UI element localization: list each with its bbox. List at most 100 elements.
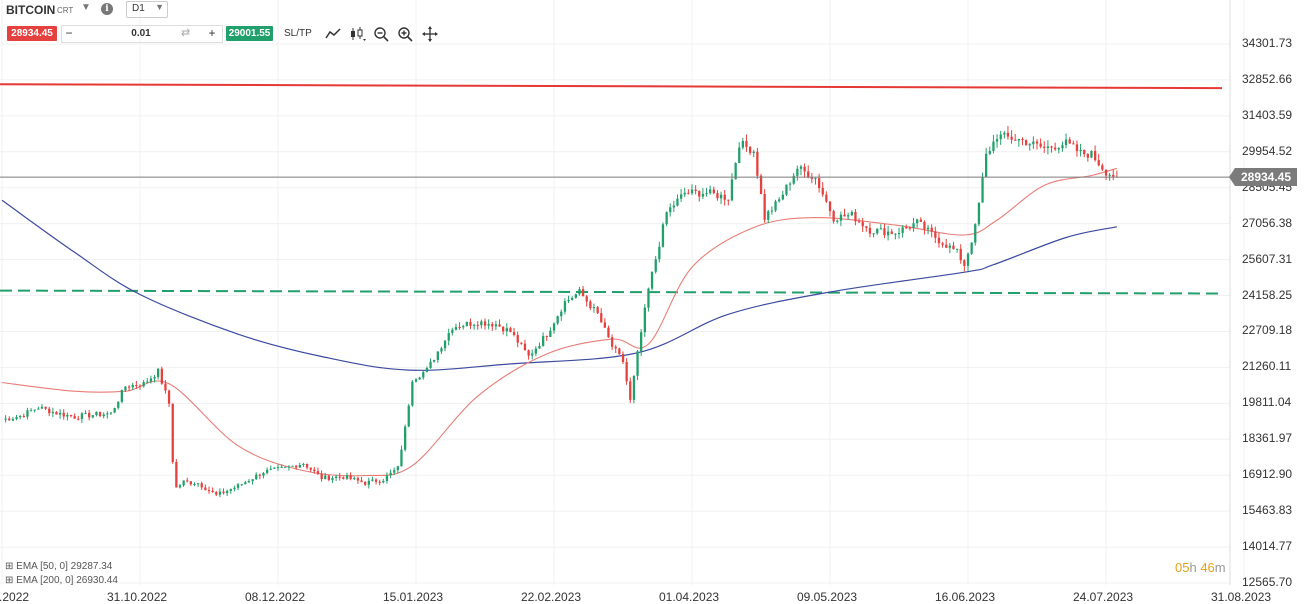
candle-body xyxy=(138,385,142,387)
candle xyxy=(505,323,508,337)
candle-body xyxy=(1010,136,1013,140)
candle-body xyxy=(578,289,581,295)
candle xyxy=(567,295,570,304)
candle xyxy=(512,328,516,337)
candle-body xyxy=(763,194,766,220)
candle xyxy=(1090,150,1093,159)
candle-body xyxy=(305,463,309,468)
candle xyxy=(665,211,668,227)
candle xyxy=(523,339,527,351)
line-chart-icon[interactable] xyxy=(324,25,342,43)
legend-toggle-icon[interactable]: ⊞ xyxy=(5,575,14,586)
candle xyxy=(821,182,824,197)
candle-body xyxy=(298,465,301,468)
candle-body xyxy=(716,193,719,199)
timeframe-select[interactable]: D1 ▼ xyxy=(126,1,168,18)
candle xyxy=(531,349,534,360)
candle-body xyxy=(55,411,58,415)
candle-body xyxy=(48,408,51,414)
candle xyxy=(69,414,73,418)
candle xyxy=(98,411,102,418)
x-tick-label: 01.04.2023 xyxy=(659,590,720,604)
candle xyxy=(603,318,606,329)
candle-body xyxy=(640,332,643,352)
legend-toggle-icon[interactable]: ⊞ xyxy=(5,561,14,572)
candle xyxy=(799,164,803,176)
y-tick-label: 22709.18 xyxy=(1242,323,1293,338)
candle xyxy=(636,349,639,381)
swap-icon[interactable]: ⇄ xyxy=(181,27,191,39)
candle-body xyxy=(200,483,203,488)
candle xyxy=(727,199,730,206)
crosshair-icon[interactable] xyxy=(421,25,439,43)
candle-body xyxy=(560,311,563,317)
candle-body xyxy=(999,134,1002,140)
candle-body xyxy=(33,409,36,411)
symbol-dropdown-icon[interactable]: ▼ xyxy=(81,2,91,13)
candle xyxy=(55,411,58,415)
candle xyxy=(825,191,828,204)
candle-body xyxy=(26,410,29,417)
candle-body xyxy=(102,414,105,417)
candle-body xyxy=(897,233,901,234)
candle-body xyxy=(512,332,516,335)
candle xyxy=(266,467,269,475)
candle xyxy=(1094,145,1097,162)
candle-body xyxy=(353,478,356,479)
candle xyxy=(59,409,62,419)
candle-body xyxy=(88,412,91,418)
candle xyxy=(847,212,850,220)
timer-hours-unit: h xyxy=(1189,560,1197,575)
volume-decrease-button[interactable]: − xyxy=(65,26,73,40)
candle-body xyxy=(676,198,679,206)
candle xyxy=(687,189,690,195)
candle-body xyxy=(153,377,156,379)
candle-body xyxy=(258,474,261,476)
candle-body xyxy=(672,205,675,208)
sell-price-button[interactable]: 28934.45 xyxy=(7,26,57,41)
candle xyxy=(349,472,352,481)
candle xyxy=(113,407,116,414)
candle-body xyxy=(487,323,490,326)
volume-increase-button[interactable]: + xyxy=(208,26,216,40)
symbol-name[interactable]: BITCOIN xyxy=(6,3,56,17)
candle-body xyxy=(37,408,40,410)
sltp-button[interactable]: SL/TP xyxy=(284,28,312,39)
candle-body xyxy=(727,199,730,201)
zoom-out-icon[interactable] xyxy=(372,25,390,43)
candle-body xyxy=(131,385,134,388)
candlestick-icon[interactable] xyxy=(348,25,366,43)
candle-body xyxy=(1054,147,1057,150)
y-tick-label: 31403.59 xyxy=(1242,107,1293,122)
candle-body xyxy=(531,353,534,356)
candle xyxy=(433,359,436,363)
candle xyxy=(367,477,370,489)
candle-body xyxy=(956,248,959,250)
candle xyxy=(51,407,54,417)
candle xyxy=(454,323,458,331)
candle xyxy=(923,220,926,235)
candle xyxy=(621,351,625,364)
volume-input[interactable] xyxy=(77,26,205,41)
candle xyxy=(207,486,211,494)
candle-body xyxy=(480,321,483,326)
info-icon[interactable]: i xyxy=(101,3,113,15)
candle-body xyxy=(883,228,886,236)
candle-body xyxy=(854,211,857,222)
candle xyxy=(37,406,40,410)
candle-body xyxy=(803,166,806,172)
zoom-in-icon[interactable] xyxy=(396,25,414,43)
candle xyxy=(22,413,25,418)
candle-body xyxy=(694,189,697,191)
candle xyxy=(952,241,955,250)
candle-body xyxy=(505,328,508,332)
candle xyxy=(66,412,69,421)
candle-body xyxy=(407,405,410,427)
candle-body xyxy=(574,294,577,298)
candle xyxy=(291,465,294,467)
candle-body xyxy=(262,473,265,476)
candle-body xyxy=(629,381,632,400)
candle-body xyxy=(1025,140,1028,146)
buy-price-button[interactable]: 29001.55 xyxy=(226,26,273,41)
